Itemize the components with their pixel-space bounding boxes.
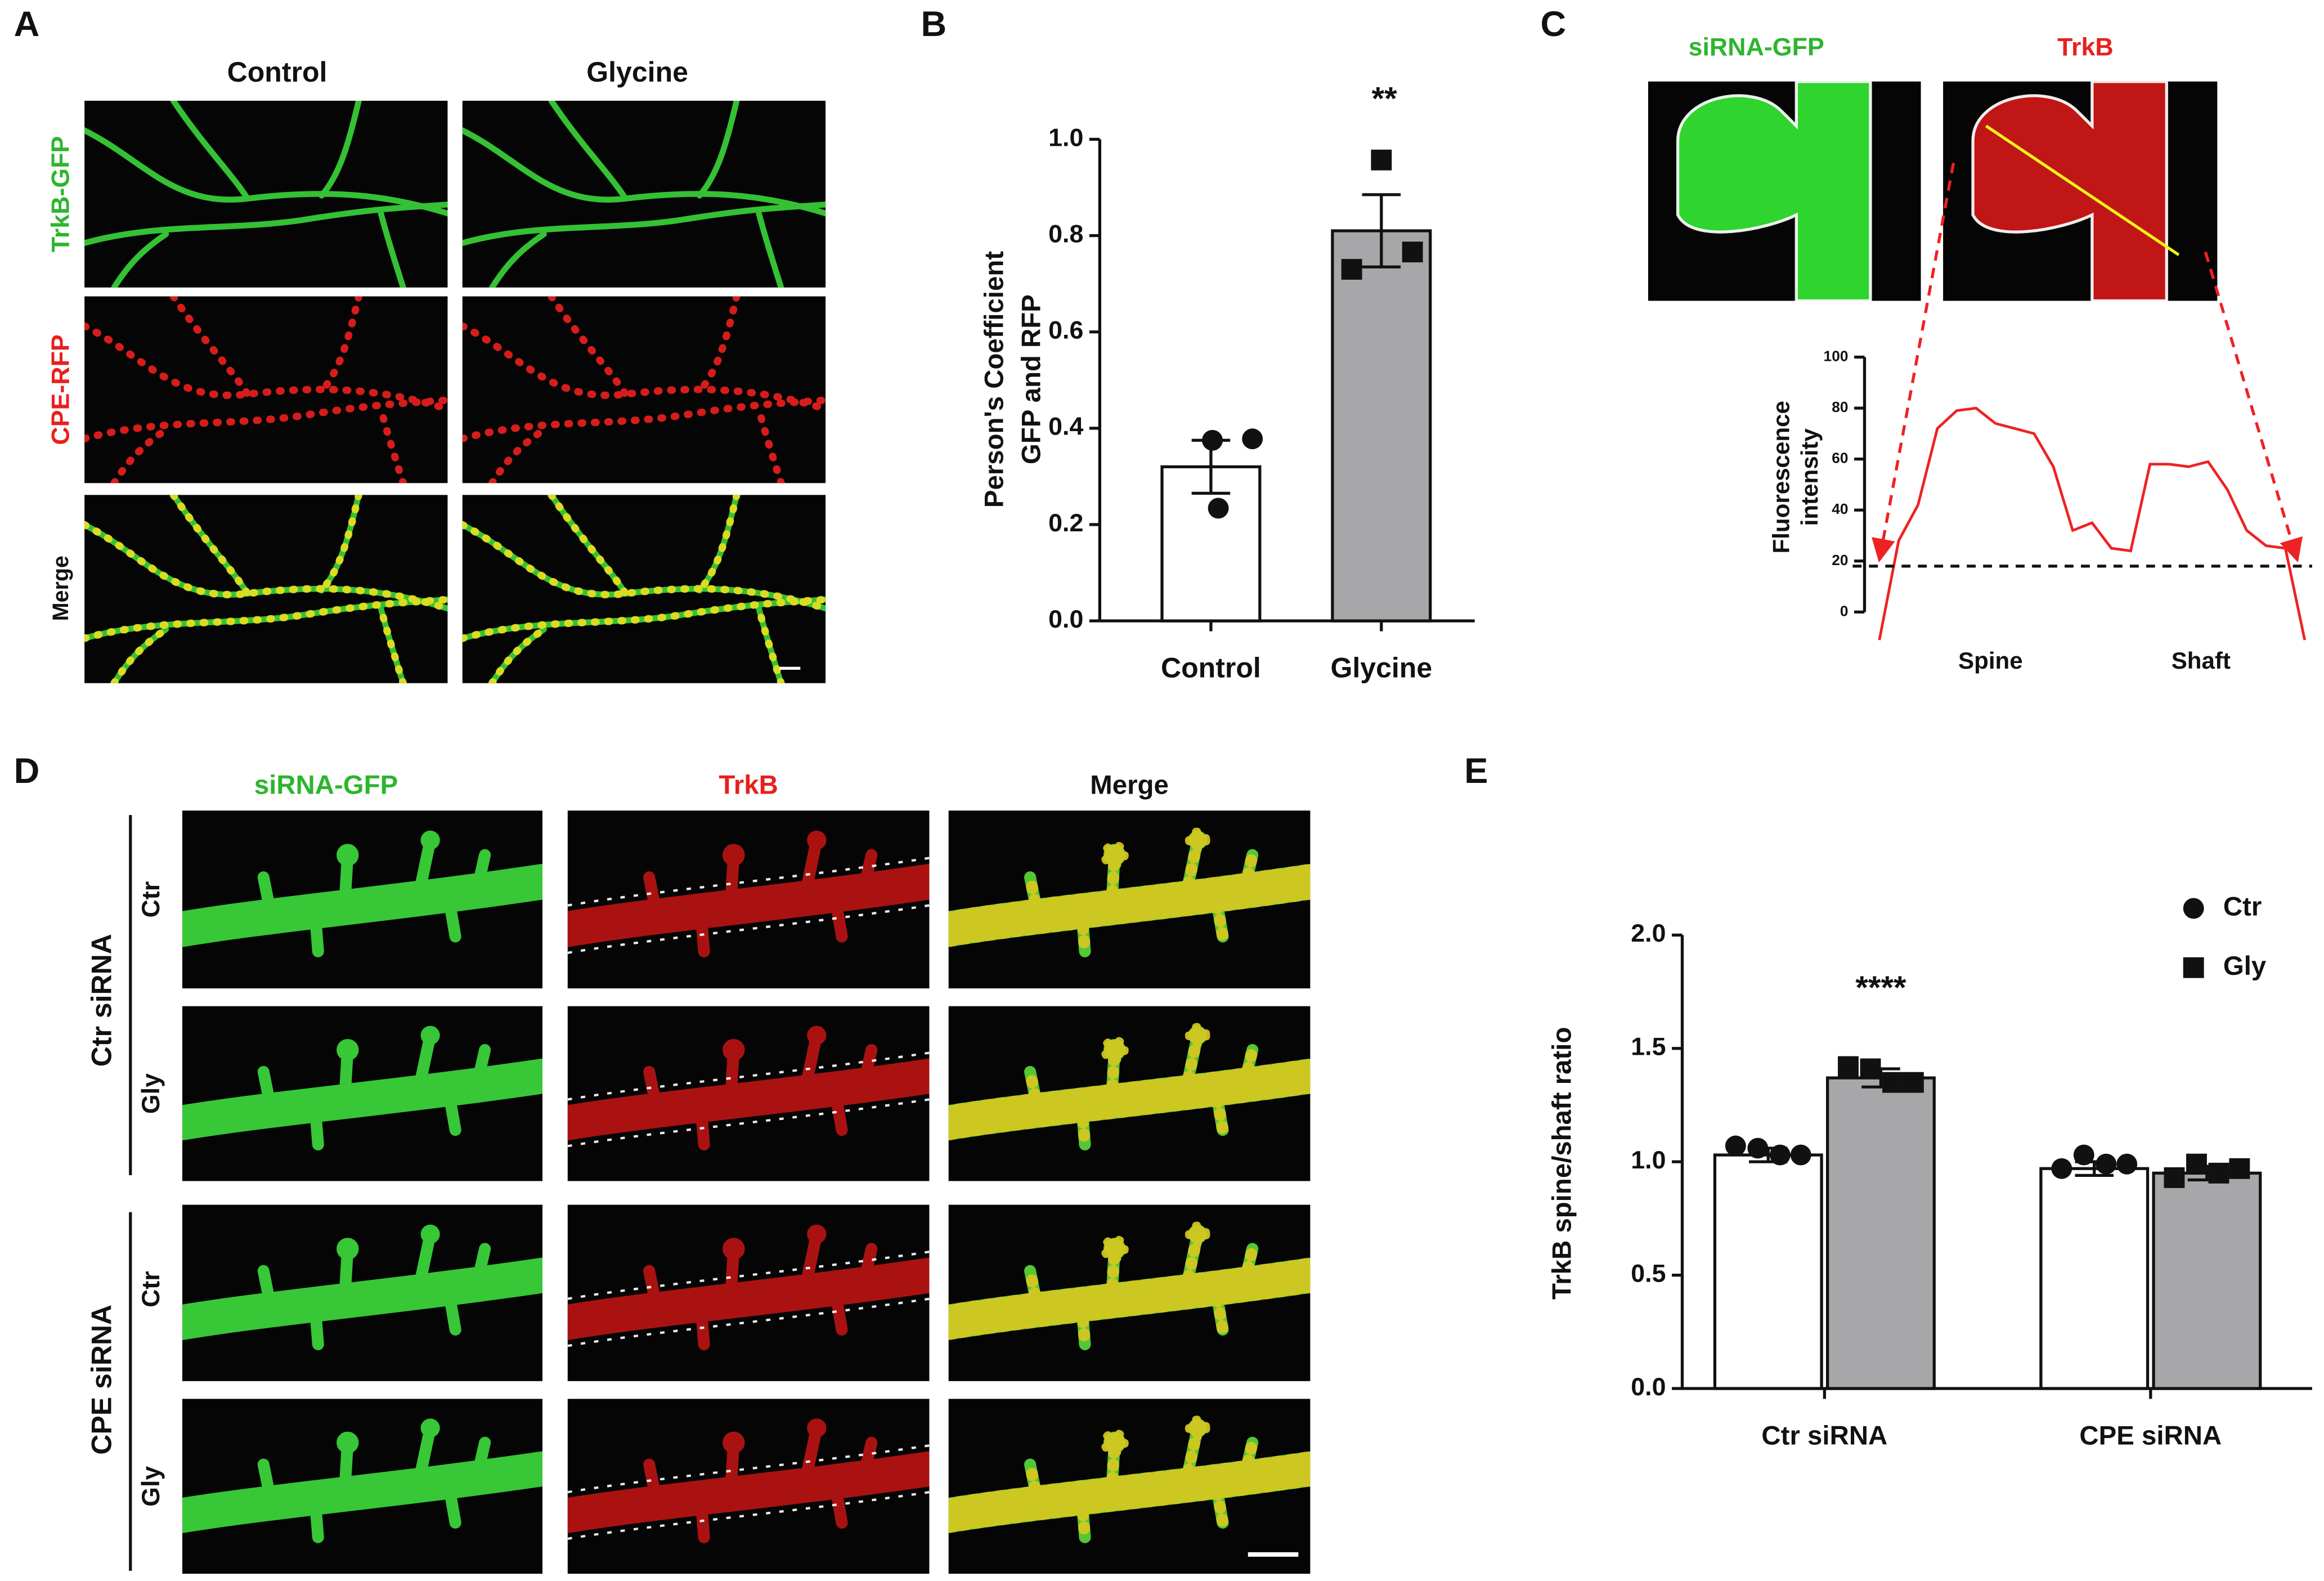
y-axis-label: Fluorescence: [1768, 401, 1794, 554]
image-label: siRNA-GFP: [1689, 33, 1824, 61]
legend-marker: [2183, 957, 2204, 978]
bar: [1826, 1076, 1936, 1390]
y-tick-label: 80: [1832, 398, 1848, 415]
y-tick-label: 0.4: [1048, 413, 1083, 441]
data-point: [2051, 1158, 2072, 1179]
data-point: [2186, 1153, 2207, 1175]
y-tick-label: 0.5: [1631, 1259, 1666, 1287]
data-point: [1838, 1056, 1859, 1077]
bar: [2039, 1167, 2150, 1390]
row-label: Merge: [48, 556, 73, 621]
column-label: TrkB: [719, 771, 778, 800]
data-point: [2096, 1153, 2117, 1175]
panel-letter: B: [921, 5, 947, 44]
y-tick-label: 0.6: [1048, 316, 1083, 344]
profile-line: [1985, 124, 2180, 257]
error-bar: [2187, 1165, 2227, 1182]
arrow: [2204, 251, 2303, 563]
data-point: [1341, 259, 1362, 280]
legend-label: Gly: [2223, 951, 2267, 981]
data-point: [2164, 1167, 2185, 1188]
x-tick-label: Glycine: [1330, 652, 1432, 683]
y-axis-label: intensity: [1796, 428, 1823, 526]
group-label: Ctr siRNA: [86, 934, 118, 1067]
error-bar: [2075, 1160, 2114, 1177]
group-label: CPE siRNA: [86, 1305, 118, 1455]
data-point: [1242, 428, 1263, 450]
data-point: [1371, 149, 1392, 171]
panel-letter: A: [14, 5, 40, 44]
x-tick-label: Ctr siRNA: [1761, 1421, 1887, 1450]
error-bar: [1861, 1067, 1900, 1089]
row-label: TrkB-GFP: [46, 136, 74, 252]
annotation: Shaft: [2172, 647, 2231, 674]
image-label: TrkB: [2057, 33, 2114, 61]
legend-marker: [2183, 898, 2204, 919]
column-label: Glycine: [586, 56, 688, 88]
column-label: Merge: [1090, 771, 1169, 800]
data-point: [1903, 1072, 1924, 1093]
x-tick-label: Control: [1161, 652, 1261, 683]
y-tick-label: 0.0: [1631, 1373, 1666, 1401]
y-tick-label: 2.0: [1631, 919, 1666, 947]
row-label: Ctr: [137, 881, 165, 918]
annotation: Spine: [1958, 647, 2023, 674]
row-label: Gly: [137, 1466, 165, 1507]
bar: [1713, 1153, 1823, 1390]
data-point: [2116, 1153, 2138, 1175]
row-label: Ctr: [137, 1271, 165, 1307]
y-axis-label: Person's Coefficient: [980, 251, 1010, 508]
y-tick-label: 0.2: [1048, 509, 1083, 537]
error-bar: [1191, 438, 1231, 495]
data-point: [1790, 1144, 1811, 1166]
y-axis-label: GFP and RFP: [1016, 294, 1046, 464]
x-tick-label: CPE siRNA: [2079, 1421, 2222, 1450]
panel-letter: C: [1541, 5, 1567, 44]
panel-letter: D: [14, 751, 40, 791]
y-tick-label: 20: [1832, 552, 1848, 568]
row-label: CPE-RFP: [46, 334, 74, 445]
y-tick-label: 0: [1840, 602, 1849, 619]
y-tick-label: 1.0: [1048, 123, 1083, 151]
annotation: ****: [1855, 970, 1906, 1006]
y-tick-label: 1.0: [1631, 1146, 1666, 1174]
y-axis-label: TrkB spine/shaft ratio: [1547, 1027, 1577, 1300]
y-tick-label: 100: [1824, 347, 1849, 364]
legend-label: Ctr: [2223, 892, 2262, 921]
y-tick-label: 40: [1832, 500, 1848, 517]
arrow: [1872, 163, 1955, 563]
bar: [1331, 229, 1432, 622]
data-point: [1402, 241, 1423, 263]
bar: [2152, 1171, 2262, 1390]
column-label: Control: [227, 56, 327, 88]
y-tick-label: 60: [1832, 450, 1848, 467]
data-point: [1769, 1144, 1791, 1166]
y-tick-label: 0.0: [1048, 605, 1083, 633]
panel-letter: E: [1464, 751, 1488, 791]
data-point: [1208, 498, 1229, 519]
column-label: siRNA-GFP: [254, 771, 398, 800]
y-tick-label: 0.8: [1048, 220, 1083, 248]
row-label: Gly: [137, 1073, 165, 1114]
data-point: [1882, 1072, 1903, 1093]
data-line: [1878, 406, 2307, 641]
y-tick-label: 1.5: [1631, 1033, 1666, 1061]
error-bar: [1362, 193, 1401, 268]
annotation: **: [1372, 80, 1398, 117]
data-point: [1725, 1135, 1746, 1157]
data-point: [2073, 1144, 2094, 1166]
data-point: [2229, 1158, 2250, 1179]
error-bar: [1749, 1146, 1788, 1163]
